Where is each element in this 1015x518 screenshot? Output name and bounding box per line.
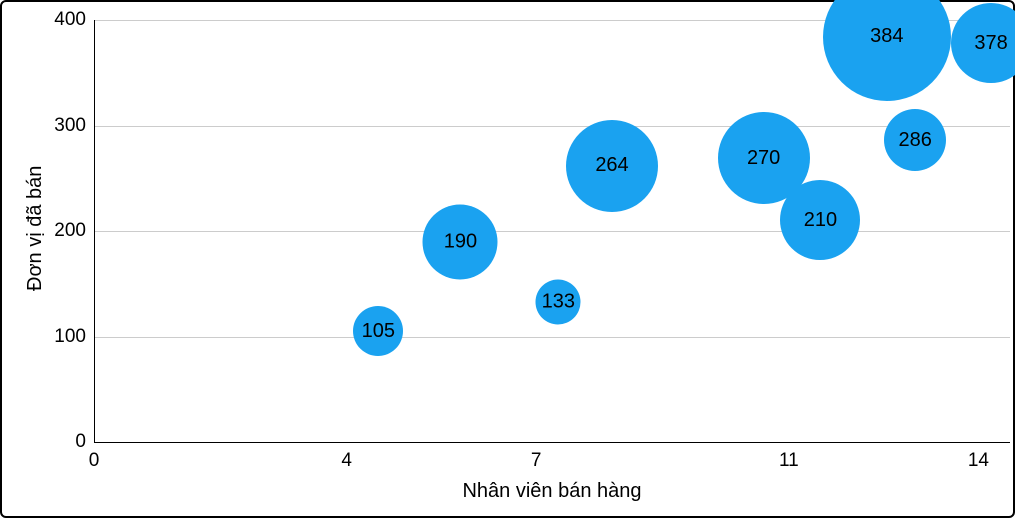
y-tick-label: 0	[36, 431, 86, 453]
x-tick-label: 11	[779, 450, 799, 472]
bubble-chart: Đơn vị đã bán Nhân viên bán hàng 0100200…	[0, 0, 1015, 518]
y-tick-label: 100	[36, 326, 86, 348]
bubble-label: 270	[747, 147, 780, 170]
x-tick-label: 0	[89, 450, 100, 472]
x-tick-label: 4	[341, 450, 352, 472]
bubble: 190	[423, 204, 498, 279]
y-axis-line	[94, 20, 95, 442]
x-tick-label: 14	[968, 450, 989, 472]
bubble-label: 264	[595, 154, 628, 177]
bubble-label: 378	[974, 32, 1007, 55]
bubble: 133	[536, 279, 581, 324]
x-axis-line	[94, 442, 1010, 443]
bubble-label: 105	[362, 320, 395, 343]
bubble-label: 133	[542, 290, 575, 313]
bubble-label: 210	[804, 209, 837, 232]
y-tick-label: 400	[36, 9, 86, 31]
gridline	[94, 126, 1010, 127]
y-tick-label: 200	[36, 220, 86, 242]
bubble: 264	[566, 120, 658, 212]
bubble: 384	[823, 0, 951, 101]
bubble: 210	[780, 180, 860, 260]
bubble: 286	[884, 109, 946, 171]
x-tick-label: 7	[531, 450, 542, 472]
x-axis-title: Nhân viên bán hàng	[462, 480, 641, 503]
gridline	[94, 337, 1010, 338]
bubble: 378	[951, 3, 1015, 83]
bubble-label: 286	[899, 129, 932, 152]
bubble-label: 190	[444, 230, 477, 253]
y-tick-label: 300	[36, 115, 86, 137]
bubble: 105	[353, 306, 403, 356]
gridline	[94, 231, 1010, 232]
bubble-label: 384	[870, 25, 903, 48]
